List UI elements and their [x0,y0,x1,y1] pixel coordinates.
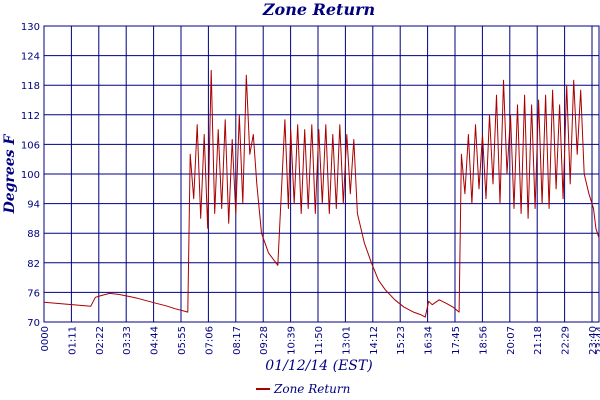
y-tick-label: 118 [21,81,40,92]
y-tick-label: 100 [21,170,40,181]
x-tick-label: 08:17 [232,326,243,355]
y-tick-label: 76 [27,288,40,299]
y-tick-label: 124 [21,52,40,63]
x-tick-label: 10:39 [287,326,298,355]
x-tick-label: 11:50 [314,326,325,355]
x-tick-label: 18:56 [478,326,489,355]
x-tick-label: 16:34 [424,326,435,355]
x-tick-label: 15:23 [396,326,407,355]
x-tick-label: 17:45 [451,326,462,355]
y-tick-label: 106 [21,140,40,151]
y-tick-label: 94 [27,200,40,211]
y-tick-label: 70 [27,318,40,329]
x-tick-label: 04:44 [150,326,161,355]
x-tick-label: 23:44 [595,326,600,355]
x-tick-label: 20:07 [506,326,517,355]
series-line-zone-return [43,69,600,318]
x-tick-label: 23:40 [588,326,599,355]
y-tick-label: 112 [21,111,40,122]
x-axis-label: 01/12/14 (EST) [265,358,372,374]
y-tick-label: 88 [27,229,40,240]
grid-lines [43,25,600,323]
x-tick-label: 07:06 [204,326,215,355]
x-tick-label: 14:12 [369,326,380,355]
y-tick-label: 130 [21,22,40,33]
y-axis-ticks: 70 76 82 88 94 100 106 112 118 124 130 [21,22,40,329]
x-tick-label: 22:29 [561,326,572,355]
x-tick-label: 02:22 [95,326,106,355]
y-axis-label: Degrees F [2,134,18,215]
y-tick-label: 82 [27,259,40,270]
x-tick-label: 03:33 [122,326,133,355]
legend: Zone Return [256,382,350,396]
x-tick-label: 0000 [40,326,51,351]
x-tick-label: 13:01 [341,326,352,355]
x-tick-label: 09:28 [259,326,270,355]
legend-label: Zone Return [273,382,350,396]
x-tick-label: 21:18 [533,326,544,355]
x-tick-label: 01:11 [67,326,78,355]
series-layer [43,69,600,318]
x-tick-label: 05:55 [177,326,188,355]
plot-area-border [43,25,600,323]
x-axis-ticks: 0000 01:11 02:22 03:33 04:44 05:55 07:06 08:17 0… [40,326,600,355]
chart-title: Zone Return [262,0,375,19]
